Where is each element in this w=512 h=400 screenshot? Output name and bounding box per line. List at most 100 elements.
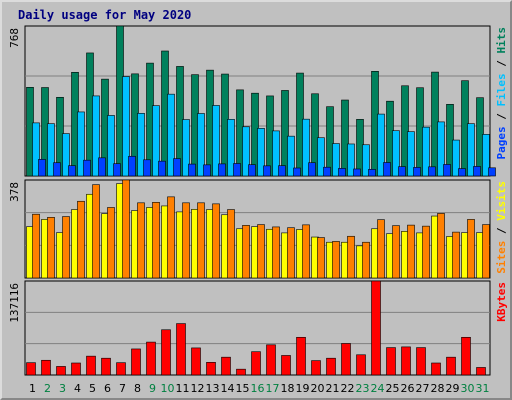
bottom-legend: KBytes	[495, 282, 508, 322]
top-bar-pages	[413, 167, 421, 177]
middle-bar-sites	[227, 209, 235, 279]
day-label: 1	[29, 382, 36, 395]
top-bar-pages	[488, 167, 496, 177]
bottom-bar-kbytes	[311, 360, 321, 376]
top-bar-pages	[398, 166, 406, 177]
middle-bar-sites	[167, 196, 175, 279]
bottom-bar-kbytes	[236, 368, 246, 376]
day-label: 21	[326, 382, 340, 395]
legend-sites: Sites	[495, 241, 508, 274]
top-bar-pages	[308, 162, 316, 177]
legend-separator: /	[495, 107, 508, 127]
bottom-bar-kbytes	[101, 357, 111, 376]
bottom-bar-kbytes	[356, 354, 366, 376]
top-bar-pages	[323, 166, 331, 177]
top-bar-files	[377, 113, 385, 177]
middle-bar-sites	[257, 224, 265, 279]
day-label: 18	[281, 382, 295, 395]
middle-bar-sites	[62, 216, 70, 279]
middle-bar-sites	[377, 219, 385, 279]
top-bar-files	[467, 123, 475, 177]
bottom-bar-kbytes	[41, 359, 51, 376]
bottom-bar-kbytes	[131, 348, 141, 376]
bottom-bar-kbytes	[281, 355, 291, 376]
day-label: 3	[59, 382, 66, 395]
bottom-bar-kbytes	[326, 357, 336, 376]
top-bar-files	[137, 113, 145, 177]
middle-bar-sites	[362, 241, 370, 279]
top-bar-pages	[38, 159, 46, 177]
top-bar-files	[392, 130, 400, 177]
bottom-bar-kbytes	[266, 344, 276, 376]
middle-bar-sites	[47, 217, 55, 279]
top-bar-pages	[218, 163, 226, 177]
top-bar-files	[422, 126, 430, 177]
middle-bar-sites	[137, 202, 145, 279]
top-bar-files	[347, 143, 355, 177]
top-bar-pages	[383, 162, 391, 177]
top-bar-pages	[173, 158, 181, 177]
top-bar-pages	[293, 167, 301, 177]
legend-separator: /	[495, 221, 508, 241]
middle-bar-sites	[152, 201, 160, 279]
top-max-label: 768	[8, 28, 21, 48]
day-label: 28	[431, 382, 445, 395]
top-legend: Pages / Files / Hits	[495, 27, 508, 160]
top-bar-pages	[113, 163, 121, 177]
bottom-bar-kbytes	[116, 362, 126, 376]
top-bar-pages	[458, 168, 466, 177]
middle-bar-sites	[212, 203, 220, 279]
bottom-bar-kbytes	[71, 362, 81, 376]
legend-pages: Pages	[495, 126, 508, 159]
day-label: 5	[89, 382, 96, 395]
bottom-bar-kbytes	[416, 347, 426, 376]
day-label: 7	[119, 382, 126, 395]
top-bar-files	[107, 115, 115, 177]
top-bar-files	[257, 128, 265, 177]
top-bar-pages	[158, 160, 166, 177]
legend-hits: Hits	[495, 27, 508, 54]
day-label: 4	[74, 382, 81, 395]
day-label: 16	[251, 382, 265, 395]
top-bar-files	[152, 105, 160, 177]
top-bar-files	[272, 130, 280, 177]
top-bar-pages	[473, 166, 481, 177]
middle-bar-sites	[287, 227, 295, 279]
day-label: 23	[356, 382, 370, 395]
day-label: 11	[176, 382, 190, 395]
bottom-bar-kbytes	[341, 343, 351, 376]
top-bar-pages	[53, 162, 61, 177]
top-bar-pages	[443, 164, 451, 177]
bottom-bar-kbytes	[206, 362, 216, 376]
bottom-bar-kbytes	[461, 336, 471, 376]
top-bar-pages	[128, 155, 136, 177]
bottom-bar-kbytes	[161, 329, 171, 376]
bottom-bar-kbytes	[296, 336, 306, 376]
legend-separator: /	[495, 54, 508, 74]
day-label: 13	[206, 382, 220, 395]
day-label: 10	[161, 382, 175, 395]
middle-bar-sites	[347, 235, 355, 279]
legend-files: Files	[495, 73, 508, 106]
top-bar-pages	[248, 164, 256, 177]
day-label: 15	[236, 382, 250, 395]
middle-bar-sites	[332, 241, 340, 279]
day-label: 19	[296, 382, 310, 395]
middle-bar-sites	[92, 184, 100, 279]
bottom-bar-kbytes	[446, 356, 456, 376]
bottom-bar-kbytes	[401, 346, 411, 376]
middle-bar-sites	[407, 224, 415, 279]
top-bar-files	[362, 144, 370, 177]
middle-bar-sites	[122, 179, 130, 279]
day-label: 22	[341, 382, 355, 395]
day-label: 24	[371, 382, 385, 395]
top-bar-pages	[338, 168, 346, 177]
bottom-bar-kbytes	[221, 356, 231, 376]
middle-bar-sites	[272, 226, 280, 279]
top-bar-files	[242, 126, 250, 177]
top-bar-pages	[143, 159, 151, 177]
bottom-bar-kbytes	[191, 347, 201, 376]
middle-max-label: 378	[8, 182, 21, 202]
bottom-bar-kbytes	[431, 362, 441, 376]
